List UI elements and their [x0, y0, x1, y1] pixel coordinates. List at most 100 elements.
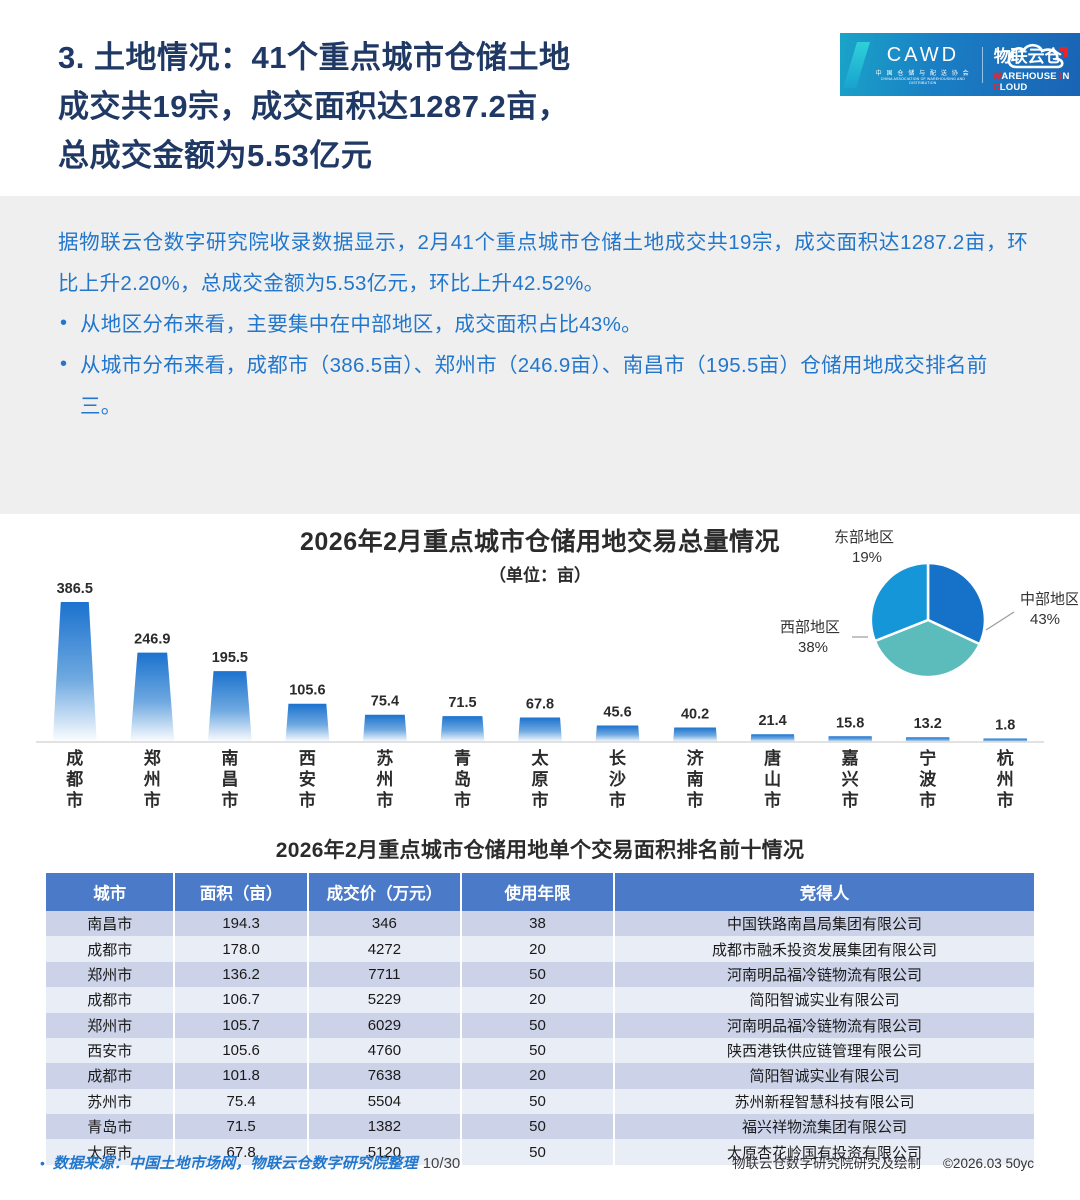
table-row[interactable]: 苏州市 75.4 5504 50 苏州新程智慧科技有限公司: [46, 1088, 1034, 1114]
description-paragraph: 据物联云仓数字研究院收录数据显示，2月41个重点城市仓储土地成交共19宗，成交面…: [58, 231, 1028, 295]
cell-bidder: 简阳智诚实业有限公司: [614, 987, 1034, 1013]
cell-bidder: 简阳智诚实业有限公司: [614, 1063, 1034, 1089]
cell-area: 75.4: [174, 1088, 309, 1114]
bar-category-label: 苏: [376, 748, 393, 768]
bullet-icon: •: [40, 1155, 45, 1171]
cell-area: 71.5: [174, 1114, 309, 1140]
bar-category-label: 宁: [919, 748, 936, 768]
cell-price: 5229: [307, 987, 462, 1013]
bar-category-label: 市: [454, 790, 471, 810]
table-header-row: 城市 面积（亩） 成交价（万元） 使用年限 竞得人: [46, 873, 1034, 911]
bar-category-label: 安: [299, 769, 316, 789]
column-header-term[interactable]: 使用年限: [460, 873, 616, 911]
description-bullet-2: 从城市分布来看，成都市（386.5亩）、郑州市（246.9亩）、南昌市（195.…: [58, 344, 1028, 427]
bar-category-label: 市: [299, 790, 316, 810]
bar-category-label: 青: [454, 748, 471, 768]
chart-section: 2026年2月重点城市仓储用地交易总量情况 （单位：亩） 386.5 成都市 246…: [0, 514, 1080, 834]
bar-category-label: 市: [532, 790, 549, 810]
cell-price: 4272: [307, 936, 462, 962]
cloud-icon: [1007, 43, 1068, 68]
cawd-logo: CAWD 中 国 仓 储 与 配 送 协 会 CHINA ASSOCIATION…: [874, 44, 972, 85]
page-title-line-3: 总成交金额为5.53亿元: [58, 137, 373, 173]
bar-value-label: 1.8: [995, 718, 1015, 734]
cell-city: 成都市: [46, 936, 176, 962]
column-header-area[interactable]: 面积（亩）: [174, 873, 309, 911]
cell-area: 101.8: [174, 1063, 309, 1089]
bar-category-label: 南: [221, 748, 238, 768]
bar-category-label: 市: [144, 790, 161, 810]
table-row[interactable]: 郑州市 136.2 7711 50 河南明品福冷链物流有限公司: [46, 961, 1034, 988]
cawd-chinese-name: 中 国 仓 储 与 配 送 协 会: [875, 70, 971, 77]
cell-price: 6029: [307, 1012, 462, 1038]
bar-value-label: 246.9: [134, 632, 170, 648]
column-header-bidder[interactable]: 竞得人: [614, 873, 1034, 911]
cell-city: 青岛市: [46, 1114, 176, 1140]
table-header: 城市 面积（亩） 成交价（万元） 使用年限 竞得人: [46, 873, 1034, 911]
table-row[interactable]: 南昌市 194.3 346 38 中国铁路南昌局集团有限公司: [46, 911, 1034, 937]
bar-category-label: 长: [609, 748, 627, 768]
bar: [828, 736, 873, 742]
bar-category-label: 济: [687, 748, 705, 768]
bar-category-label: 昌: [221, 770, 238, 789]
pie-label-central-name: 中部地区: [1020, 591, 1078, 608]
bar-category-label: 兴: [842, 770, 859, 789]
bar-category-label: 郑: [144, 748, 161, 768]
table-row[interactable]: 西安市 105.6 4760 50 陕西港铁供应链管理有限公司: [46, 1037, 1034, 1064]
table-row[interactable]: 太原市 67.8 5120 50 太原杏花岭国有投资有限公司: [46, 1139, 1034, 1165]
bar-chart-svg: 386.5成都市246.9郑州市195.5南昌市105.6西安市75.4苏州市7…: [36, 581, 1044, 810]
pie-label-western-value: 38%: [798, 639, 828, 656]
cell-term: 20: [460, 1063, 616, 1089]
pie-leader-line-central: [985, 611, 1015, 631]
bar-value-label: 71.5: [448, 695, 476, 711]
footer-credit: 物联云仓数字研究院研究及绘制: [731, 1156, 921, 1171]
column-header-price[interactable]: 成交价（万元）: [307, 873, 462, 911]
bar-category-label: 成: [66, 748, 83, 768]
bar-value-label: 21.4: [758, 713, 786, 729]
bar-category-label: 市: [609, 790, 626, 810]
column-header-city[interactable]: 城市: [46, 873, 176, 911]
cell-area: 105.6: [174, 1037, 309, 1064]
bar-category-label: 山: [764, 770, 781, 789]
pie-chart-svg: 中部地区 43% 西部地区 38% 东部地区 19%: [780, 529, 1080, 679]
bar-category-label: 市: [221, 790, 238, 810]
cell-bidder: 中国铁路南昌局集团有限公司: [614, 911, 1034, 937]
table-row[interactable]: 成都市 106.7 5229 20 简阳智诚实业有限公司: [46, 987, 1034, 1013]
bar-category-label: 嘉: [841, 748, 859, 768]
cell-term: 20: [460, 936, 616, 962]
cell-term: 50: [460, 1088, 616, 1114]
bar-category-label: 市: [842, 790, 859, 810]
page-title-line-2: 成交共19宗，成交面积达1287.2亩，: [58, 88, 570, 124]
bar-category-label: 州: [143, 770, 161, 789]
cell-area: 178.0: [174, 936, 309, 962]
pie-label-eastern-name: 东部地区: [834, 529, 894, 546]
table-row[interactable]: 青岛市 71.5 1382 50 福兴祥物流集团有限公司: [46, 1114, 1034, 1140]
bar-category-label: 市: [66, 790, 83, 810]
table-row[interactable]: 成都市 101.8 7638 20 简阳智诚实业有限公司: [46, 1063, 1034, 1089]
bar-chart-title: 2026年2月重点城市仓储用地交易总量情况: [299, 528, 781, 556]
cell-city: 西安市: [46, 1037, 176, 1064]
pie-label-western-name: 西部地区: [780, 619, 840, 636]
table-section: 2026年2月重点城市仓储用地单个交易面积排名前十情况 城市 面积（亩） 成交价…: [0, 834, 1080, 1165]
footer-copyright: ©2026.03 50yc: [942, 1156, 1034, 1171]
bar-category-label: 市: [764, 790, 781, 810]
page-title-line-1: 3. 土地情况：41个重点城市仓储土地: [58, 40, 571, 75]
bar: [518, 717, 562, 742]
wic-chinese-wordmark: 物联云仓: [993, 46, 1062, 66]
bar: [595, 725, 640, 742]
cell-term: 20: [460, 987, 616, 1013]
cell-price: 4760: [307, 1037, 462, 1064]
cell-term: 50: [460, 1037, 616, 1064]
cell-area: 136.2: [174, 961, 309, 988]
description-panel: 据物联云仓数字研究院收录数据显示，2月41个重点城市仓储土地成交共19宗，成交面…: [0, 196, 1080, 514]
bar-category-label: 杭: [997, 748, 1014, 768]
bar: [905, 737, 950, 742]
bar: [673, 727, 718, 742]
cell-price: 5120: [307, 1139, 462, 1165]
bar-value-label: 13.2: [914, 716, 942, 732]
table-row[interactable]: 成都市 178.0 4272 20 成都市融禾投资发展集团有限公司: [46, 936, 1034, 962]
bar-chart-unit: （单位：亩）: [489, 566, 591, 585]
table-row[interactable]: 郑州市 105.7 6029 50 河南明品福冷链物流有限公司: [46, 1012, 1034, 1038]
bar-value-label: 75.4: [371, 694, 399, 710]
bar-category-label: 州: [375, 770, 393, 789]
cell-term: 50: [460, 1139, 616, 1165]
